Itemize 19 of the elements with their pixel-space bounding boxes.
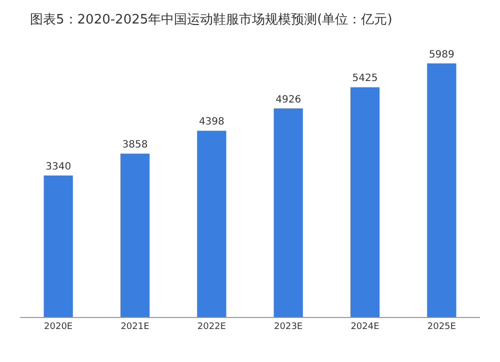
bar <box>427 63 456 317</box>
data-label: 3340 <box>46 162 72 173</box>
bar <box>197 130 226 317</box>
bar <box>274 108 303 317</box>
chart-title: 图表5：2020-2025年中国运动鞋服市场规模预测(单位：亿元) <box>30 12 392 28</box>
bar <box>120 154 150 317</box>
x-tick-label: 2021E <box>120 322 150 332</box>
data-label: 4398 <box>198 116 224 128</box>
x-tick-label: 2024E <box>350 322 380 332</box>
x-tick-label: 2022E <box>197 322 226 332</box>
bar <box>44 176 73 317</box>
x-tick-label: 2025E <box>427 322 456 332</box>
bar <box>350 87 380 317</box>
x-tick-label: 2020E <box>44 322 73 332</box>
data-label: 3858 <box>122 140 148 151</box>
data-label: 5989 <box>428 49 454 60</box>
data-label: 4926 <box>276 94 302 106</box>
data-label: 5425 <box>352 73 378 84</box>
x-tick-label: 2023E <box>274 322 303 332</box>
